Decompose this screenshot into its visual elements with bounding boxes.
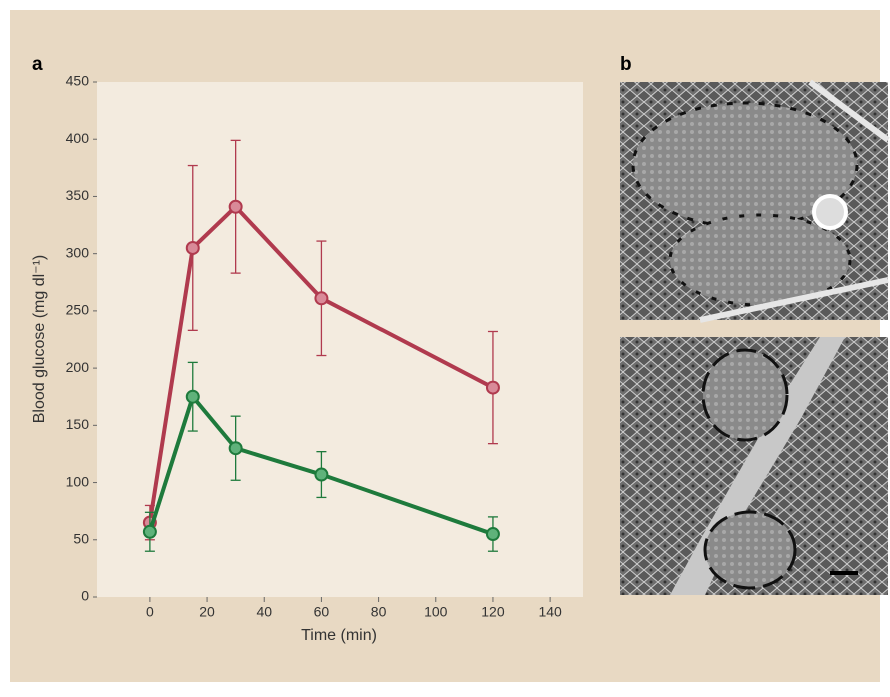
y-tick-label: 400	[66, 130, 90, 146]
panel-label: b	[620, 54, 632, 75]
data-point	[487, 528, 499, 540]
y-tick-label: 50	[73, 530, 89, 546]
x-tick-label: 120	[481, 604, 505, 620]
y-tick-label: 350	[66, 187, 90, 203]
y-tick-label: 0	[81, 588, 89, 604]
micrograph-bottom	[620, 337, 888, 595]
data-point	[230, 442, 242, 454]
figure: a b Time (min) Blood glucose (mg dl⁻¹) 0…	[0, 0, 890, 692]
y-tick-label: 200	[66, 359, 90, 375]
y-tick-label: 250	[66, 302, 90, 318]
data-point	[315, 292, 327, 304]
micrograph-top	[620, 82, 888, 320]
panel-label: a	[32, 54, 43, 75]
y-tick-label: 150	[66, 416, 90, 432]
x-tick-label: 40	[256, 604, 272, 620]
data-point	[315, 469, 327, 481]
x-tick-label: 100	[424, 604, 448, 620]
data-point	[230, 201, 242, 213]
x-axis-label: Time (min)	[301, 627, 377, 644]
y-tick-label: 450	[66, 73, 90, 89]
y-tick-label: 300	[66, 244, 90, 260]
data-point	[144, 526, 156, 538]
y-tick-label: 100	[66, 473, 90, 489]
plot-area	[97, 82, 583, 597]
x-tick-label: 80	[371, 604, 387, 620]
data-point	[187, 391, 199, 403]
data-point	[487, 382, 499, 394]
x-tick-label: 0	[146, 604, 154, 620]
x-tick-label: 60	[314, 604, 330, 620]
x-tick-label: 20	[199, 604, 215, 620]
y-axis-label: Blood glucose (mg dl⁻¹)	[31, 255, 48, 424]
x-tick-label: 140	[538, 604, 562, 620]
data-point	[187, 242, 199, 254]
